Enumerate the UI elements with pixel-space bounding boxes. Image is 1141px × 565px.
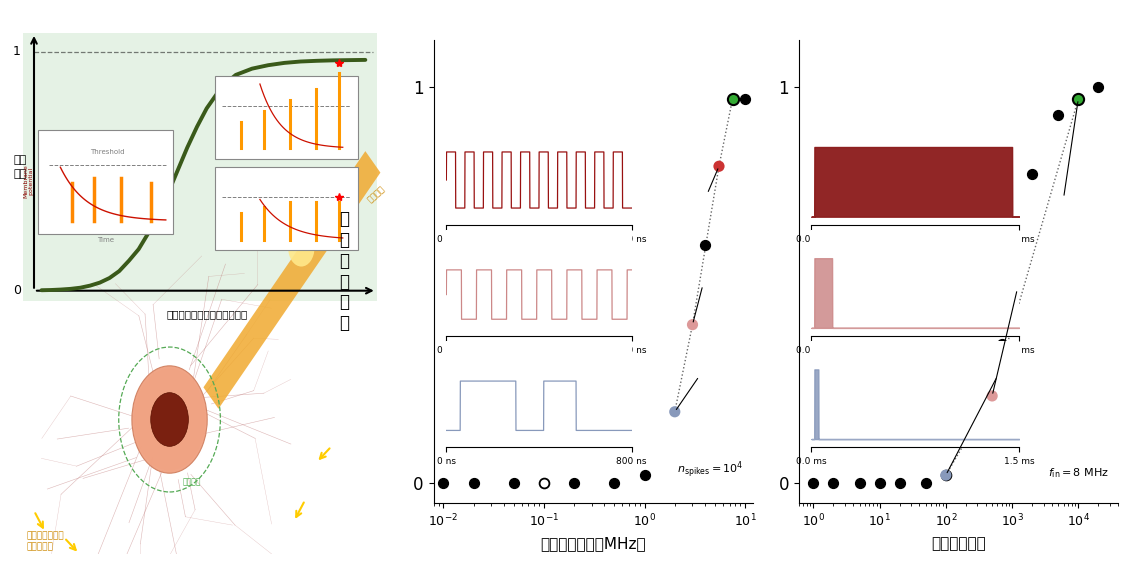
FancyBboxPatch shape (23, 33, 377, 302)
Text: 他のニューロン
からの入力: 他のニューロン からの入力 (26, 531, 64, 551)
X-axis label: 输入信号数量: 输入信号数量 (931, 536, 986, 551)
Point (804, 479, 823, 488)
Point (1090, 82, 1108, 92)
Text: 0: 0 (13, 284, 21, 297)
Point (464, 479, 483, 488)
Point (683, 320, 702, 329)
Point (636, 471, 654, 480)
Point (871, 479, 889, 488)
Point (1050, 110, 1068, 119)
Point (824, 479, 842, 488)
Point (605, 479, 623, 488)
Text: 1: 1 (13, 45, 21, 58)
Point (665, 407, 683, 416)
Bar (215, 76, 358, 159)
Point (565, 479, 583, 488)
Circle shape (132, 366, 208, 473)
Point (435, 479, 453, 488)
Bar (38, 129, 173, 234)
Circle shape (151, 393, 188, 446)
Bar (215, 167, 358, 250)
Point (984, 392, 1002, 401)
Point (890, 479, 908, 488)
Text: $f_\mathrm{in}=8\ \mathrm{MHz}$: $f_\mathrm{in}=8\ \mathrm{MHz}$ (1047, 466, 1109, 480)
Circle shape (289, 229, 315, 267)
Circle shape (133, 368, 205, 471)
Point (723, 94, 742, 103)
Point (993, 340, 1011, 349)
Text: ニューロ: ニューロ (183, 477, 202, 486)
Text: Threshold: Threshold (90, 149, 126, 155)
Text: 输入信号的强度、数量和频率: 输入信号的强度、数量和频率 (167, 310, 248, 319)
Text: Time: Time (97, 237, 114, 244)
Point (850, 479, 868, 488)
Polygon shape (203, 151, 380, 409)
Text: $n_\mathrm{spikes}=10^4$: $n_\mathrm{spikes}=10^4$ (677, 459, 744, 480)
X-axis label: 输入信号频率（MHz）: 输入信号频率（MHz） (541, 536, 646, 551)
Point (710, 162, 728, 171)
Text: 放电脉冲: 放电脉冲 (365, 184, 387, 204)
Text: 磁
化
反
转
概
率: 磁 化 反 转 概 率 (339, 210, 349, 332)
Point (969, 431, 987, 440)
Point (696, 241, 714, 250)
Point (1022, 170, 1041, 179)
Point (937, 471, 955, 480)
Point (736, 94, 754, 103)
Text: Membrane
potential: Membrane potential (23, 164, 34, 198)
Point (916, 479, 934, 488)
Point (504, 479, 523, 488)
Point (535, 479, 553, 488)
Point (1069, 94, 1087, 103)
Point (937, 471, 955, 480)
Text: 放电
概率: 放电 概率 (14, 155, 26, 179)
